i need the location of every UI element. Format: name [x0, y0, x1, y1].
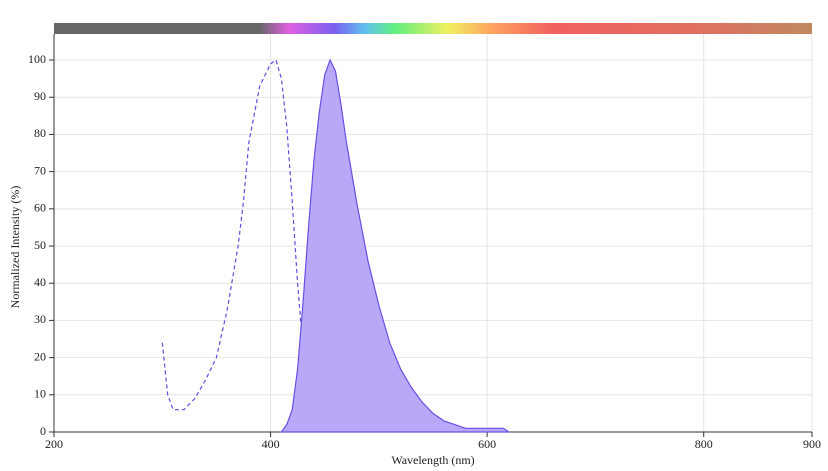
y-tick-label: 0 [40, 424, 46, 438]
y-tick-label: 40 [34, 275, 46, 289]
y-tick-label: 20 [34, 349, 46, 363]
y-tick-label: 60 [34, 201, 46, 215]
y-axis-title: Normalized Intensity (%) [8, 186, 22, 309]
y-tick-label: 90 [34, 89, 46, 103]
x-tick-label: 600 [478, 437, 496, 451]
y-tick-label: 30 [34, 312, 46, 326]
x-tick-label: 400 [262, 437, 280, 451]
y-tick-label: 80 [34, 126, 46, 140]
x-axis-title: Wavelength (nm) [391, 453, 474, 467]
x-tick-label: 200 [45, 437, 63, 451]
x-tick-label: 900 [803, 437, 821, 451]
y-tick-label: 50 [34, 238, 46, 252]
y-tick-label: 70 [34, 163, 46, 177]
area [280, 58, 511, 433]
y-tick-label: 100 [28, 52, 46, 66]
y-tick-label: 10 [34, 387, 46, 401]
spectrum-bar [54, 23, 812, 34]
x-tick-label: 800 [695, 437, 713, 451]
